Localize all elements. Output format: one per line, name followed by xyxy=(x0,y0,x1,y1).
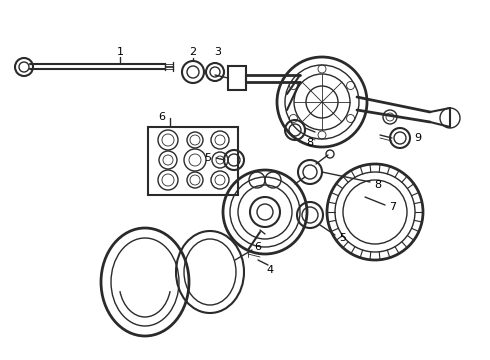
Bar xyxy=(228,66,246,90)
Text: 1: 1 xyxy=(117,47,123,57)
Text: 7: 7 xyxy=(390,202,396,212)
Text: 9: 9 xyxy=(415,133,421,143)
Bar xyxy=(148,127,238,195)
Text: 6: 6 xyxy=(254,242,262,252)
Text: 8: 8 xyxy=(374,180,382,190)
Text: 8: 8 xyxy=(306,138,314,148)
Text: 5: 5 xyxy=(204,153,212,163)
Text: 4: 4 xyxy=(267,265,273,275)
Text: 5: 5 xyxy=(340,233,346,243)
Text: 3: 3 xyxy=(215,47,221,57)
Text: 2: 2 xyxy=(190,47,196,57)
Text: 6: 6 xyxy=(158,112,166,122)
